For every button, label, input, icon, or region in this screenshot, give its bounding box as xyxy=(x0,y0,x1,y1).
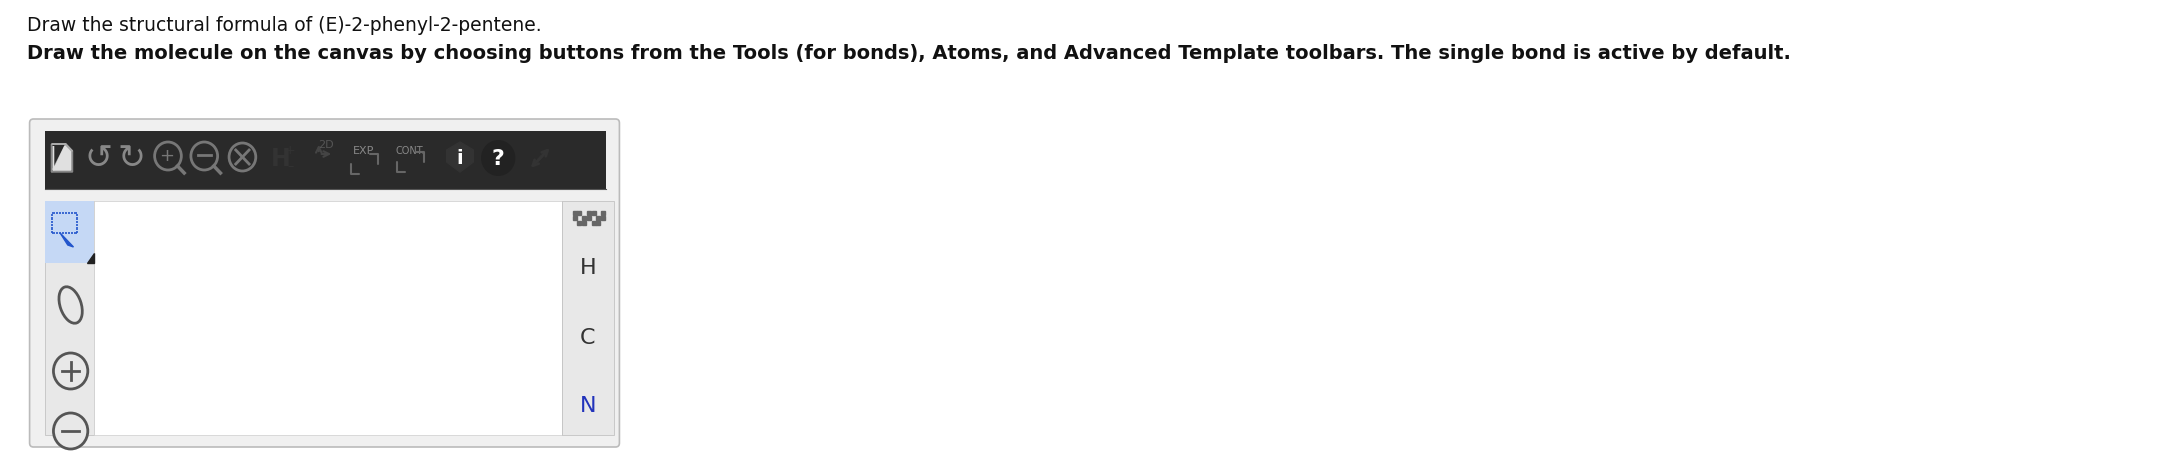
Polygon shape xyxy=(54,147,70,170)
Text: N: N xyxy=(579,395,596,414)
Bar xyxy=(94,202,561,435)
Ellipse shape xyxy=(59,287,83,323)
Bar xyxy=(46,132,607,189)
Polygon shape xyxy=(87,253,94,263)
Text: EXP.: EXP. xyxy=(353,146,376,156)
Bar xyxy=(561,202,614,435)
Text: –: – xyxy=(287,160,294,173)
Text: H: H xyxy=(270,147,289,170)
Circle shape xyxy=(481,141,516,177)
Circle shape xyxy=(54,413,87,449)
Text: i: i xyxy=(457,149,463,168)
Polygon shape xyxy=(61,234,74,248)
Text: Draw the molecule on the canvas by choosing buttons from the Tools (for bonds), : Draw the molecule on the canvas by choos… xyxy=(26,44,1791,63)
Text: ↺: ↺ xyxy=(85,141,113,174)
Polygon shape xyxy=(52,145,72,152)
Polygon shape xyxy=(446,143,474,173)
Polygon shape xyxy=(52,145,72,173)
Text: ?: ? xyxy=(492,149,505,169)
Text: Draw the structural formula of (E)-2-phenyl-2-pentene.: Draw the structural formula of (E)-2-phe… xyxy=(26,16,542,35)
Bar xyxy=(46,202,94,263)
Circle shape xyxy=(54,353,87,389)
Text: +: + xyxy=(285,144,296,157)
Text: CONT.: CONT. xyxy=(396,146,424,156)
Text: C: C xyxy=(581,327,596,347)
FancyBboxPatch shape xyxy=(30,120,620,447)
Text: 2D: 2D xyxy=(318,140,335,150)
Text: ↻: ↻ xyxy=(118,141,146,174)
Bar xyxy=(46,202,94,435)
Text: H: H xyxy=(579,257,596,277)
Text: +: + xyxy=(159,147,174,165)
